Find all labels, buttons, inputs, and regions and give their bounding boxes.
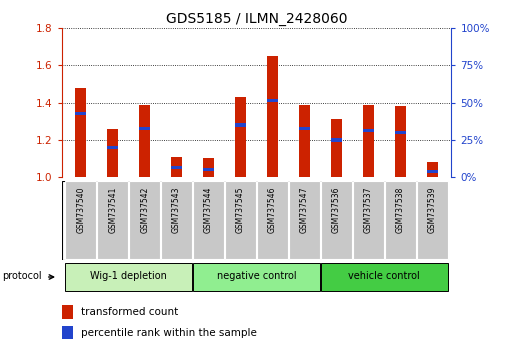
FancyBboxPatch shape — [193, 181, 224, 259]
Bar — [107, 145, 119, 149]
FancyBboxPatch shape — [65, 181, 96, 259]
Text: GSM737540: GSM737540 — [76, 187, 85, 233]
Bar — [203, 159, 214, 177]
Text: GSM737547: GSM737547 — [300, 187, 309, 233]
Text: protocol: protocol — [3, 272, 42, 281]
Bar — [62, 305, 73, 319]
FancyBboxPatch shape — [129, 181, 160, 259]
Bar — [75, 112, 86, 115]
Bar — [75, 88, 86, 177]
Bar — [62, 326, 73, 339]
Text: Wig-1 depletion: Wig-1 depletion — [90, 272, 167, 281]
Text: percentile rank within the sample: percentile rank within the sample — [81, 328, 257, 338]
Bar — [394, 131, 406, 134]
FancyBboxPatch shape — [385, 181, 416, 259]
Text: GSM737542: GSM737542 — [140, 187, 149, 233]
FancyBboxPatch shape — [417, 181, 448, 259]
Text: GSM737545: GSM737545 — [236, 187, 245, 233]
Bar — [171, 156, 182, 177]
Text: transformed count: transformed count — [81, 307, 179, 318]
Bar — [203, 168, 214, 171]
Bar — [363, 129, 374, 132]
FancyBboxPatch shape — [321, 263, 448, 291]
FancyBboxPatch shape — [321, 181, 352, 259]
Bar — [427, 170, 438, 173]
Bar — [235, 97, 246, 177]
Text: vehicle control: vehicle control — [348, 272, 420, 281]
FancyBboxPatch shape — [193, 263, 320, 291]
Text: GSM737544: GSM737544 — [204, 187, 213, 233]
Bar — [427, 162, 438, 177]
Text: GSM737537: GSM737537 — [364, 187, 373, 233]
Bar — [139, 127, 150, 130]
Text: GSM737538: GSM737538 — [396, 187, 405, 233]
FancyBboxPatch shape — [353, 181, 384, 259]
FancyBboxPatch shape — [289, 181, 320, 259]
Bar — [394, 107, 406, 177]
FancyBboxPatch shape — [65, 263, 192, 291]
Text: GSM737546: GSM737546 — [268, 187, 277, 233]
FancyBboxPatch shape — [161, 181, 192, 259]
Bar — [267, 56, 278, 177]
Bar — [299, 127, 310, 130]
Text: GSM737539: GSM737539 — [428, 187, 437, 233]
Bar — [331, 138, 342, 142]
FancyBboxPatch shape — [97, 181, 128, 259]
Text: GDS5185 / ILMN_2428060: GDS5185 / ILMN_2428060 — [166, 12, 347, 27]
Bar — [235, 123, 246, 127]
Bar — [299, 104, 310, 177]
Bar — [267, 99, 278, 102]
FancyBboxPatch shape — [257, 181, 288, 259]
Bar — [331, 119, 342, 177]
Bar — [139, 104, 150, 177]
Bar — [363, 104, 374, 177]
Text: negative control: negative control — [216, 272, 297, 281]
Bar — [171, 166, 182, 169]
Text: GSM737536: GSM737536 — [332, 187, 341, 233]
Text: GSM737543: GSM737543 — [172, 187, 181, 233]
FancyBboxPatch shape — [225, 181, 256, 259]
Bar — [107, 129, 119, 177]
Text: GSM737541: GSM737541 — [108, 187, 117, 233]
